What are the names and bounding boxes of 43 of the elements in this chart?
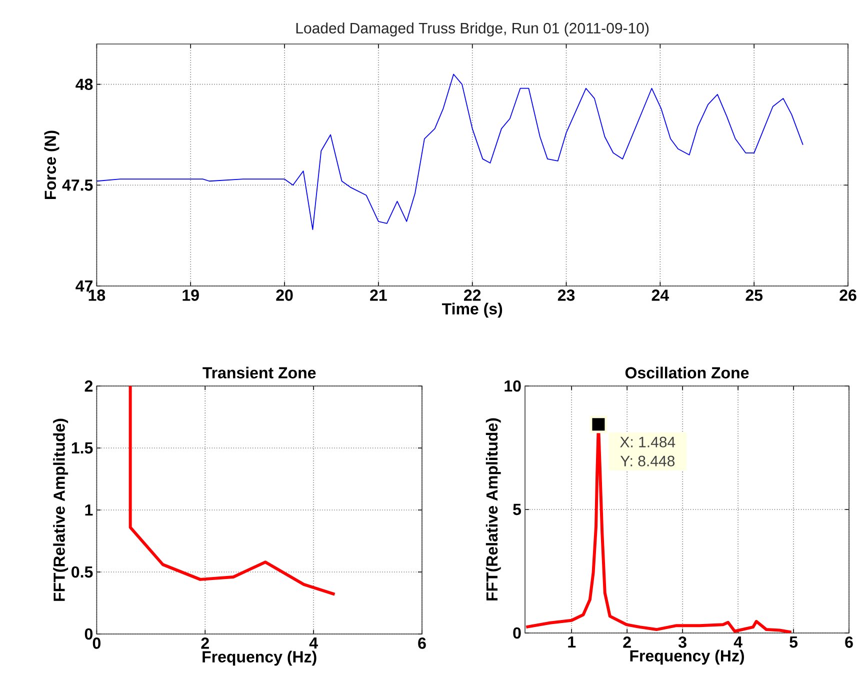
x-tick-label: 21 <box>370 290 387 301</box>
x-tick-label: 2 <box>623 636 631 648</box>
line-series <box>96 74 804 230</box>
x-tick-label: 6 <box>418 638 426 649</box>
annotation: Y: 8.448 <box>620 456 675 466</box>
x-tick-label: 5 <box>790 636 798 648</box>
x-tick-label: 22 <box>464 290 481 301</box>
y-tick-label: 2 <box>84 380 93 392</box>
x-tick-label: 4 <box>309 638 318 649</box>
y-tick-label: 0 <box>84 628 93 640</box>
chart-title: Oscillation Zone <box>625 366 749 378</box>
y-tick-label: 10 <box>504 380 521 392</box>
x-tick-label: 26 <box>840 290 856 301</box>
y-tick-label: 5 <box>513 504 522 516</box>
x-tick-label: 18 <box>88 290 106 301</box>
chart-title: Transient Zone <box>202 366 316 378</box>
x-tick-label: 3 <box>678 636 686 648</box>
y-axis-title: Force (N) <box>44 130 60 200</box>
x-tick-label: 0 <box>92 638 100 649</box>
y-tick-label: 1.5 <box>72 442 93 454</box>
x-axis-title: Frequency (Hz) <box>630 650 744 665</box>
y-axis-title: FFT(Relative Amplitude) <box>53 418 68 601</box>
x-tick-label: 25 <box>746 290 763 301</box>
y-tick-label: 47.5 <box>62 180 93 191</box>
y-tick-label: 0.5 <box>72 566 93 578</box>
y-tick-label: 48 <box>76 78 93 90</box>
y-tick-label: 1 <box>85 504 93 516</box>
x-tick-label: 23 <box>558 290 575 301</box>
chart-title: Loaded Damaged Truss Bridge, Run 01 (2011-09-10) <box>296 22 649 36</box>
x-tick-label: 4 <box>734 636 742 648</box>
x-tick-label: 1 <box>568 636 576 648</box>
x-tick-label: 2 <box>201 638 209 649</box>
x-axis-title: Frequency (Hz) <box>202 650 316 666</box>
y-tick-label: 47 <box>76 280 92 292</box>
line-series <box>128 386 336 596</box>
annotation: X: 1.484 <box>620 436 676 448</box>
x-tick-label: 20 <box>276 290 293 301</box>
x-tick-label: 19 <box>182 290 199 301</box>
y-axis-title: FFT(Relative Amplitude) <box>486 418 501 600</box>
x-tick-label: 6 <box>845 636 853 648</box>
y-tick-label: 0 <box>513 627 521 639</box>
x-axis-title: Time (s) <box>442 302 502 318</box>
x-tick-label: 24 <box>652 290 669 301</box>
